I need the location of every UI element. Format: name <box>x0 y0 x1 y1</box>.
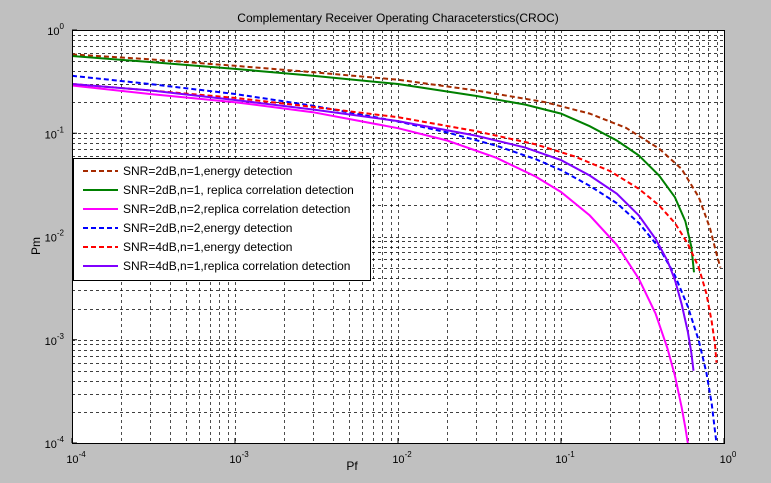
legend-label-6: SNR=4dB,n=1,replica correlation detectio… <box>123 259 350 273</box>
x-tick-label: 10-3 <box>229 450 249 466</box>
series-layer <box>71 53 722 444</box>
y-axis-label: Pm <box>29 237 43 255</box>
series-line-2 <box>71 55 695 273</box>
y-tick-label: 10-1 <box>45 125 65 141</box>
series-line-1 <box>71 53 722 268</box>
x-tick-label: 10-4 <box>66 450 86 466</box>
x-tick-label: 10-1 <box>555 450 575 466</box>
series-line-6 <box>71 83 695 371</box>
legend: SNR=2dB,n=1,energy detection SNR=2dB,n=1,… <box>73 158 371 281</box>
chart-title: Complementary Receiver Operating Charace… <box>237 11 558 25</box>
x-tick-label: 100 <box>720 450 737 466</box>
y-tick-label: 10-3 <box>45 332 65 348</box>
x-axis-label: Pf <box>346 459 358 473</box>
legend-label-1: SNR=2dB,n=1,energy detection <box>123 164 292 178</box>
y-tick-label: 10-4 <box>45 435 65 451</box>
legend-box <box>73 158 371 281</box>
series-line-5 <box>71 83 718 363</box>
y-tick-label: 100 <box>47 22 64 38</box>
legend-label-5: SNR=4dB,n=1,energy detection <box>123 240 292 254</box>
y-tick-label: 10-2 <box>45 229 65 245</box>
legend-label-4: SNR=2dB,n=2,energy detection <box>123 221 292 235</box>
series-line-3 <box>71 84 689 444</box>
legend-label-3: SNR=2dB,n=2,replica correlation detectio… <box>123 202 350 216</box>
x-tick-label: 10-2 <box>392 450 412 466</box>
legend-label-2: SNR=2dB,n=1, replica correlation detecti… <box>123 183 354 197</box>
tick-layer: 10-4 10-3 10-2 10-1 100 10-4 10-3 10-2 10-1 100 <box>45 22 737 466</box>
